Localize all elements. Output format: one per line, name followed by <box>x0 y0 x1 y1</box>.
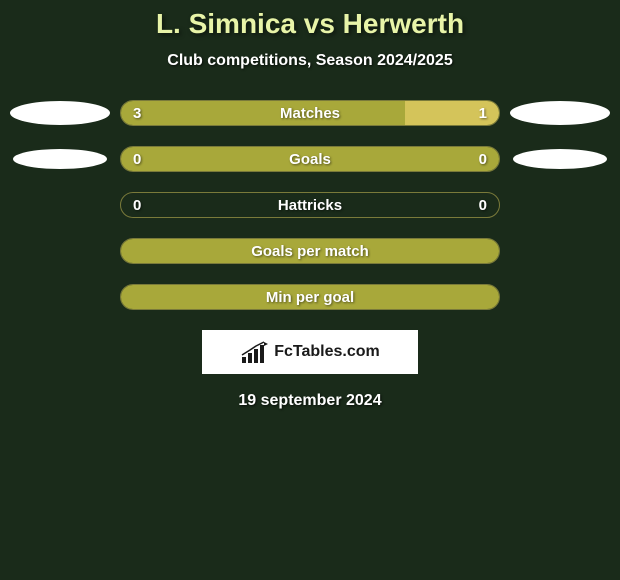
stat-label: Goals <box>289 151 331 168</box>
stat-row: 0 Hattricks 0 <box>10 192 610 218</box>
stat-bar: 3 Matches 1 <box>120 100 500 126</box>
stat-row: Goals per match <box>10 238 610 264</box>
player-right-icon <box>510 149 610 169</box>
stat-bar: Goals per match <box>120 238 500 264</box>
stat-label: Hattricks <box>278 197 342 214</box>
stat-row: 0 Goals 0 <box>10 146 610 172</box>
player-right-icon <box>510 101 610 125</box>
stat-value-left: 0 <box>133 151 141 168</box>
page-title: L. Simnica vs Herwerth <box>0 0 620 40</box>
stat-value-left: 0 <box>133 197 141 214</box>
ellipse-icon <box>510 101 610 125</box>
stat-bar: 0 Goals 0 <box>120 146 500 172</box>
chart-icon <box>240 341 268 363</box>
player-left-icon <box>10 101 110 125</box>
footer-date: 19 september 2024 <box>0 392 620 410</box>
stat-value-right: 1 <box>479 105 487 122</box>
stat-label: Min per goal <box>266 289 354 306</box>
ellipse-icon <box>10 101 110 125</box>
stat-bar: Min per goal <box>120 284 500 310</box>
ellipse-icon <box>13 149 107 169</box>
stat-value-left: 3 <box>133 105 141 122</box>
stat-row: Min per goal <box>10 284 610 310</box>
stat-value-right: 0 <box>479 197 487 214</box>
bar-fill-left <box>121 101 405 125</box>
logo-box[interactable]: FcTables.com <box>202 330 418 374</box>
page-subtitle: Club competitions, Season 2024/2025 <box>0 52 620 70</box>
stat-value-right: 0 <box>479 151 487 168</box>
stat-label: Matches <box>280 105 340 122</box>
stat-label: Goals per match <box>251 243 369 260</box>
player-left-icon <box>10 149 110 169</box>
logo-text: FcTables.com <box>274 343 380 361</box>
stat-bar: 0 Hattricks 0 <box>120 192 500 218</box>
stat-row: 3 Matches 1 <box>10 100 610 126</box>
stats-container: 3 Matches 1 0 Goals 0 0 Hattricks 0 Goals per mat… <box>0 100 620 310</box>
ellipse-icon <box>513 149 607 169</box>
